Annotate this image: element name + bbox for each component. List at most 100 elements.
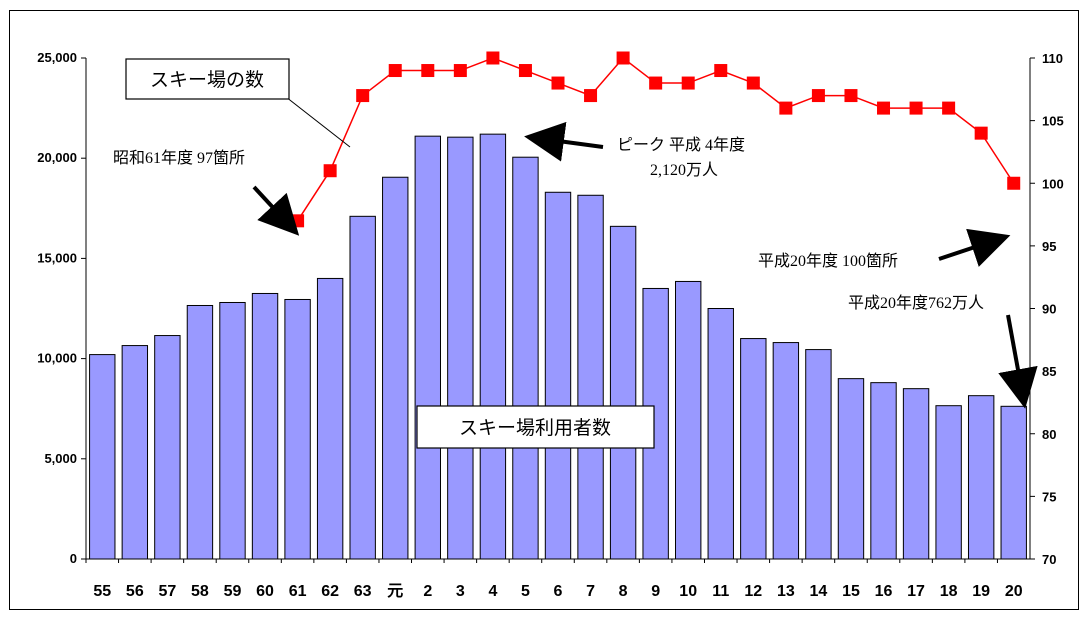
bar-3	[447, 136, 474, 560]
end-users-annotation: 平成20年度762万人	[848, 294, 984, 312]
category-label-7: 7	[586, 583, 595, 600]
count-marker-63	[356, 89, 370, 103]
left-tick-label: 0	[70, 551, 77, 566]
bar-60	[251, 292, 279, 560]
category-label-62: 62	[321, 583, 339, 600]
left-axis-ticks: 0 5,000 10,000 15,000 20,000 25,000	[37, 50, 86, 566]
bar-62	[316, 277, 344, 560]
bar-57	[154, 335, 181, 560]
bar-61	[284, 298, 311, 560]
category-label-60: 60	[256, 583, 274, 600]
category-label-18: 18	[940, 583, 958, 600]
category-label-8: 8	[619, 583, 628, 600]
line-label-box	[125, 58, 290, 100]
right-tick-label: 70	[1042, 552, 1056, 567]
bar-14	[805, 349, 832, 560]
category-label-59: 59	[224, 583, 242, 600]
count-marker-18	[942, 101, 956, 115]
category-label-12: 12	[744, 583, 762, 600]
right-tick-label: 95	[1042, 239, 1056, 254]
category-label-6: 6	[554, 583, 563, 600]
count-marker-19	[974, 126, 988, 140]
bar-4	[479, 133, 507, 560]
right-tick-label: 110	[1042, 51, 1063, 66]
count-marker-11	[714, 64, 728, 78]
bar-56	[121, 345, 149, 560]
count-marker-3	[453, 64, 467, 78]
bar-6	[544, 191, 572, 560]
left-tick-label: 25,000	[37, 50, 77, 65]
category-label-56: 56	[126, 583, 144, 600]
count-marker-6	[551, 76, 565, 90]
bar-5	[512, 156, 539, 560]
line-series-count	[291, 51, 1021, 228]
peak-arrow	[524, 121, 604, 162]
category-label-57: 57	[158, 583, 176, 600]
count-marker-2	[421, 64, 435, 78]
bar-59	[219, 301, 246, 560]
category-label-58: 58	[191, 583, 209, 600]
count-marker-9	[649, 76, 663, 90]
count-marker-元	[388, 64, 402, 78]
count-marker-16	[877, 101, 891, 115]
line-label-leader	[285, 96, 351, 148]
line-label: スキー場の数	[150, 69, 264, 91]
category-label-17: 17	[907, 583, 925, 600]
category-label-16: 16	[875, 583, 893, 600]
left-tick-label: 5,000	[44, 451, 77, 466]
bar-15	[837, 378, 865, 560]
bar-8	[609, 225, 637, 560]
right-tick-label: 90	[1042, 302, 1056, 317]
bar-元	[382, 176, 409, 560]
peak-annotation-line1: ピーク 平成 4年度	[617, 136, 745, 154]
bar-series-users	[89, 133, 1027, 560]
category-label-14: 14	[810, 583, 828, 600]
count-marker-62	[323, 164, 337, 178]
low-arrow	[252, 185, 300, 236]
bar-label-box	[416, 405, 655, 449]
left-tick-label: 15,000	[37, 250, 77, 265]
count-marker-10	[681, 76, 695, 90]
end-count-arrow	[938, 228, 1011, 267]
bar-16	[870, 382, 897, 560]
peak-annotation-line2: 2,120万人	[650, 161, 718, 179]
count-marker-5	[518, 64, 532, 78]
left-tick-label: 10,000	[37, 351, 77, 366]
bar-58	[186, 304, 214, 560]
category-label-3: 3	[456, 583, 465, 600]
category-label-5: 5	[521, 583, 530, 600]
category-label-10: 10	[679, 583, 697, 600]
category-labels: 55 56 57 58 59 60 61 62 63 元 2 3 4 5 6 7 8 9 10 11 12 13 14 15 1…	[85, 559, 1023, 600]
end-users-arrow	[998, 314, 1038, 409]
category-label-63: 63	[354, 583, 372, 600]
bar-19	[967, 395, 995, 560]
count-marker-15	[844, 89, 858, 103]
count-marker-61	[291, 214, 305, 228]
end-count-annotation: 平成20年度 100箇所	[758, 252, 898, 270]
bar-20	[1000, 405, 1027, 560]
category-label-4: 4	[488, 583, 497, 600]
count-marker-20	[1007, 176, 1021, 190]
category-label-19: 19	[972, 583, 990, 600]
chart-frame: 0 5,000 10,000 15,000 20,000 25,000 70 75 80 85 9…	[9, 10, 1079, 610]
right-tick-label: 85	[1042, 364, 1056, 379]
category-label-11: 11	[712, 583, 729, 600]
bar-10	[675, 280, 702, 560]
bar-18	[935, 405, 962, 560]
bar-11	[707, 308, 734, 560]
category-label-9: 9	[651, 583, 660, 600]
left-tick-label: 20,000	[37, 150, 77, 165]
low-annotation: 昭和61年度 97箇所	[113, 149, 245, 167]
category-label-元: 元	[387, 583, 403, 600]
count-marker-4	[486, 51, 500, 65]
right-tick-label: 105	[1042, 114, 1064, 129]
right-axis-ticks: 70 75 80 85 90 95 100 105 110	[1030, 51, 1064, 567]
right-tick-label: 75	[1042, 489, 1056, 504]
count-marker-14	[811, 89, 825, 103]
category-label-61: 61	[289, 583, 307, 600]
category-label-55: 55	[93, 583, 111, 600]
right-tick-label: 80	[1042, 427, 1056, 442]
bar-55	[89, 354, 116, 560]
right-tick-label: 100	[1042, 176, 1064, 191]
